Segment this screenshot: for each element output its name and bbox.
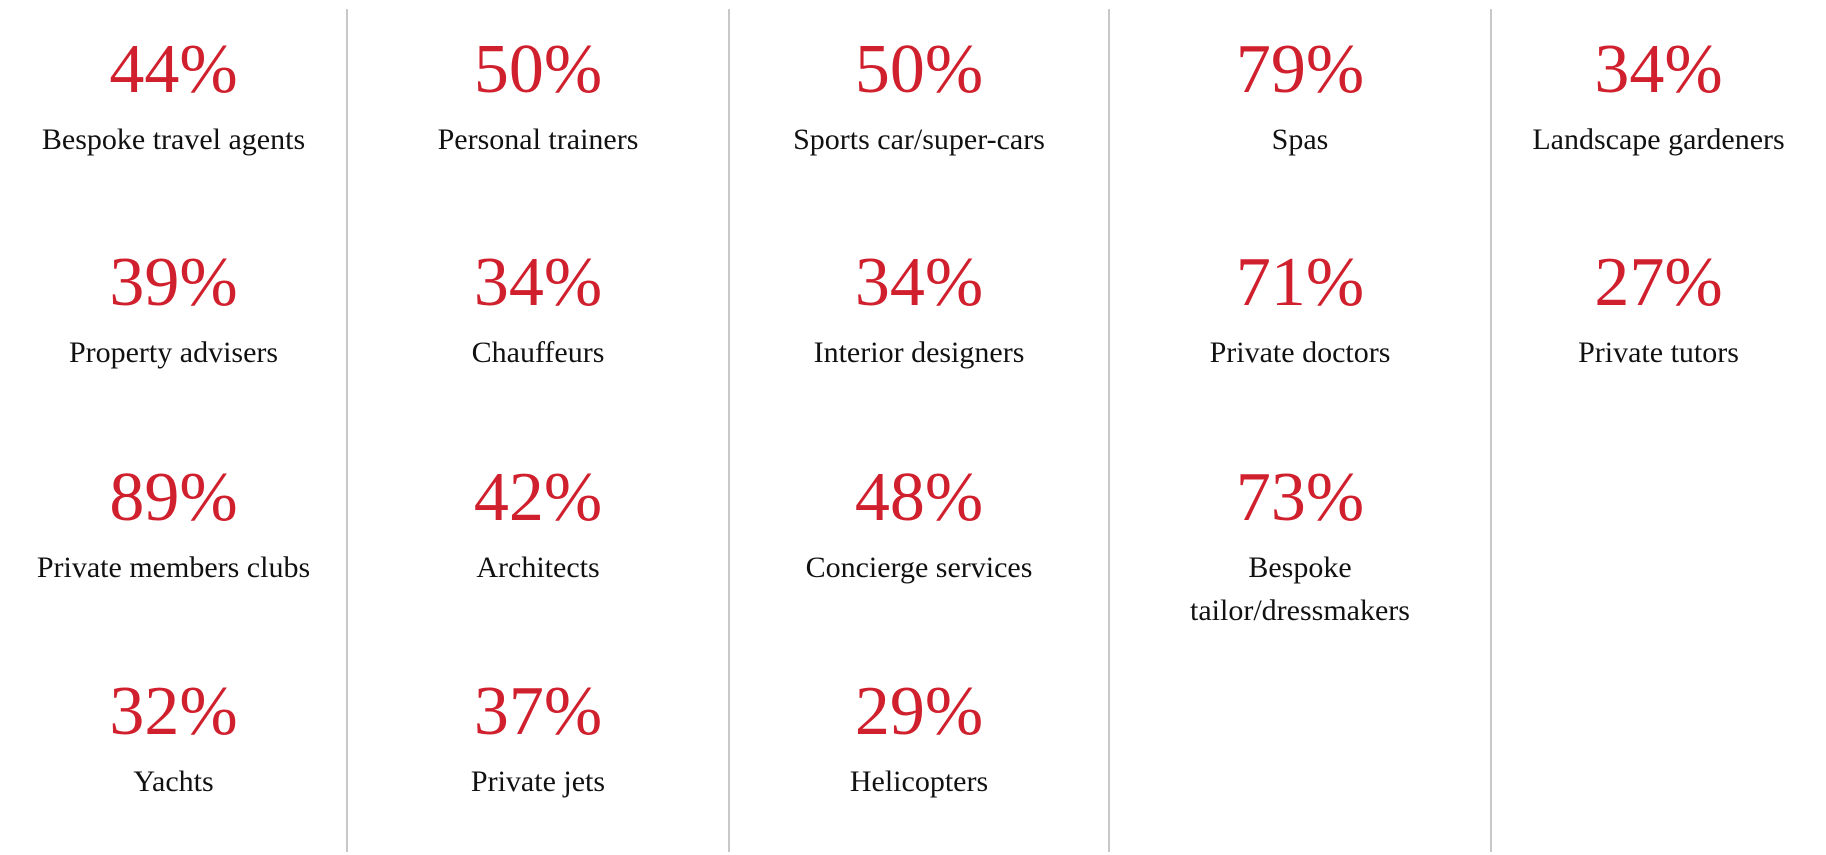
- stat-column: 44% Bespoke travel agents 39% Property advi…: [0, 0, 347, 855]
- stat-value: 34%: [1594, 31, 1723, 108]
- stat-value: 73%: [1235, 459, 1365, 536]
- stat-label: Private members clubs: [36, 551, 311, 584]
- stat-value: 32%: [109, 673, 238, 750]
- stat-label: Helicopters: [849, 765, 989, 798]
- stat-value: 50%: [854, 31, 984, 108]
- column-divider: [1108, 9, 1110, 852]
- stat-item: 29% Helicopters: [729, 672, 1109, 803]
- stat-label: Yachts: [133, 765, 214, 798]
- stat-label: Property advisers: [68, 336, 279, 369]
- stat-item: 50% Sports car/super-cars: [729, 30, 1109, 161]
- stat-item: 27% Private tutors: [1491, 243, 1826, 374]
- stat-value: 27%: [1594, 244, 1723, 321]
- stat-value: 29%: [854, 673, 984, 750]
- stat-value: 44%: [109, 31, 238, 108]
- stat-item: 71% Private doctors: [1109, 243, 1491, 374]
- stat-label: Bespoke travel agents: [41, 123, 306, 156]
- stat-label: Personal trainers: [437, 123, 639, 156]
- stat-item: 39% Property advisers: [0, 243, 347, 374]
- stat-item: 34% Interior designers: [729, 243, 1109, 374]
- stat-item: 42% Architects: [347, 458, 729, 589]
- stat-value: 50%: [473, 31, 603, 108]
- stat-label: Landscape gardeners: [1532, 123, 1785, 156]
- stat-label: Spas: [1271, 123, 1329, 156]
- stat-item: 48% Concierge services: [729, 458, 1109, 589]
- stat-item: 37% Private jets: [347, 672, 729, 803]
- stat-item: 50% Personal trainers: [347, 30, 729, 161]
- stat-value: 39%: [109, 244, 238, 321]
- stat-label: Concierge services: [805, 551, 1033, 584]
- stat-label: Interior designers: [813, 336, 1025, 369]
- column-divider: [728, 9, 730, 852]
- stat-column: 50% Personal trainers 34% Chauffeurs 42% Arch…: [347, 0, 729, 855]
- stat-label: Sports car/super-cars: [793, 123, 1045, 156]
- stat-item: 34% Landscape gardeners: [1491, 30, 1826, 161]
- column-divider: [346, 9, 348, 852]
- stat-column: 79% Spas 71% Private doctors 73% Bespoke tail…: [1109, 0, 1491, 855]
- stat-label: Architects: [476, 551, 600, 584]
- stat-value: 89%: [109, 459, 238, 536]
- stat-label: Bespoke tailor/dressmakers: [1190, 551, 1410, 627]
- stat-column: 34% Landscape gardeners 27% Private tutors: [1491, 0, 1826, 855]
- stat-value: 79%: [1235, 31, 1365, 108]
- stat-item: 89% Private members clubs: [0, 458, 347, 589]
- stat-value: 37%: [473, 673, 603, 750]
- stat-column: 50% Sports car/super-cars 34% Interior desi…: [729, 0, 1109, 855]
- stat-item: 44% Bespoke travel agents: [0, 30, 347, 161]
- stat-item: 79% Spas: [1109, 30, 1491, 161]
- stat-item: 34% Chauffeurs: [347, 243, 729, 374]
- stat-item: 32% Yachts: [0, 672, 347, 803]
- stat-value: 42%: [473, 459, 603, 536]
- stat-value: 71%: [1235, 244, 1365, 321]
- stat-value: 34%: [473, 244, 603, 321]
- column-divider: [1490, 9, 1492, 852]
- stat-item: 73% Bespoke tailor/dressmakers: [1109, 458, 1491, 632]
- stat-label: Chauffeurs: [471, 336, 605, 369]
- stat-label: Private jets: [470, 765, 606, 798]
- stat-value: 34%: [854, 244, 984, 321]
- stat-label: Private doctors: [1209, 336, 1391, 369]
- stat-label: Private tutors: [1578, 336, 1739, 369]
- stat-value: 48%: [854, 459, 984, 536]
